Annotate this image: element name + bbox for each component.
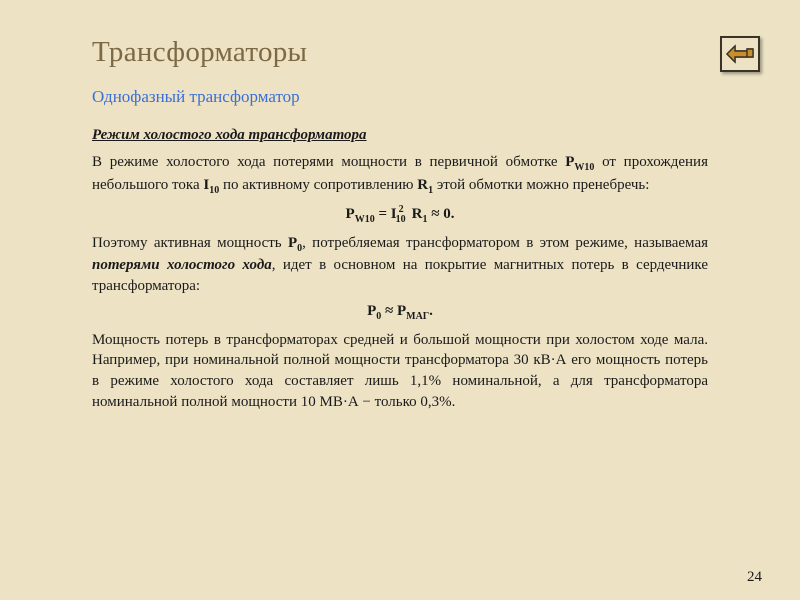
paragraph-3: Мощность потерь в трансформаторах средне…	[92, 330, 708, 413]
subscript: W10	[355, 214, 375, 225]
text: этой обмотки можно пренебречь:	[433, 177, 649, 193]
back-button[interactable]	[720, 36, 760, 72]
text: Поэтому активная мощность	[92, 235, 288, 251]
page-title: Трансформаторы	[92, 36, 708, 69]
subscript: W10	[574, 162, 594, 173]
paragraph-1: В режиме холостого хода потерями мощност…	[92, 152, 708, 198]
section-heading: Режим холостого хода трансформатора	[92, 127, 708, 144]
text: =	[375, 206, 391, 222]
paragraph-2: Поэтому активная мощность P0, потребляем…	[92, 233, 708, 297]
slide-content: Трансформаторы Однофазный трансформатор …	[0, 0, 800, 413]
subscript: 10	[396, 214, 406, 225]
text: .	[429, 303, 433, 319]
emphasis: потерями холостого хода	[92, 257, 272, 273]
text: ≈ 0.	[427, 206, 454, 222]
text: ≈	[381, 303, 397, 319]
text: В режиме холостого хода потерями мощност…	[92, 154, 565, 170]
symbol: P	[346, 206, 355, 222]
symbol: R	[417, 177, 428, 193]
text: , потребляемая трансформатором в этом ре…	[302, 235, 708, 251]
symbol: R	[412, 206, 423, 222]
symbol: P	[367, 303, 376, 319]
page-number: 24	[747, 569, 762, 586]
page-subtitle: Однофазный трансформатор	[92, 87, 708, 107]
subscript: МАГ	[406, 311, 429, 322]
text: по активному сопротивлению	[219, 177, 417, 193]
formula-1: PW10 = I210R1 ≈ 0.	[92, 204, 708, 225]
formula-2: P0 ≈ PМАГ.	[92, 303, 708, 322]
subscript: 10	[209, 185, 219, 196]
superscript: 2	[399, 204, 404, 215]
symbol: P	[288, 235, 297, 251]
back-arrow-icon	[725, 43, 755, 65]
symbol: P	[397, 303, 406, 319]
